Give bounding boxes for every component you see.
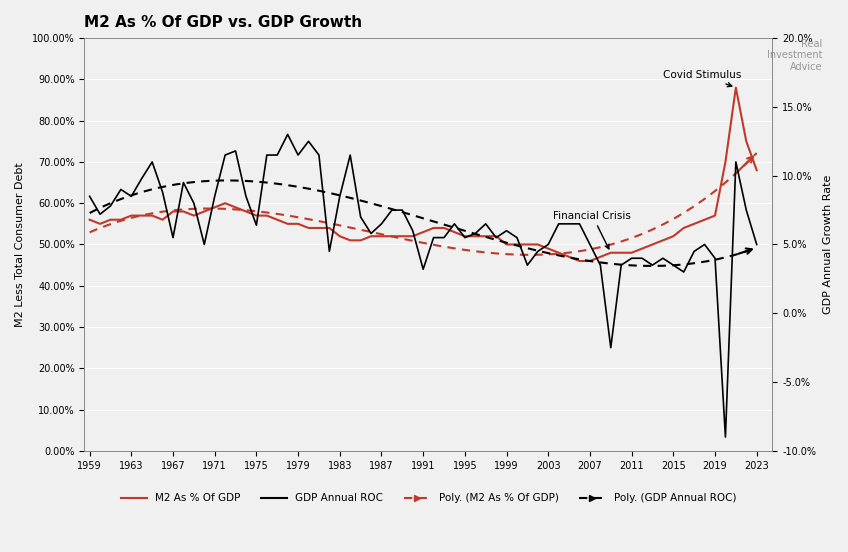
Y-axis label: GDP Annual Growth Rate: GDP Annual Growth Rate xyxy=(823,175,833,314)
Text: Financial Crisis: Financial Crisis xyxy=(554,211,631,249)
Text: Real
Investment
Advice: Real Investment Advice xyxy=(767,39,823,72)
Text: Covid Stimulus: Covid Stimulus xyxy=(663,70,741,87)
Text: M2 As % Of GDP vs. GDP Growth: M2 As % Of GDP vs. GDP Growth xyxy=(85,15,363,30)
Y-axis label: M2 Less Total Consumer Debt: M2 Less Total Consumer Debt xyxy=(15,162,25,327)
Legend: M2 As % Of GDP, GDP Annual ROC, Poly. (M2 As % Of GDP), Poly. (GDP Annual ROC): M2 As % Of GDP, GDP Annual ROC, Poly. (M… xyxy=(116,489,740,507)
